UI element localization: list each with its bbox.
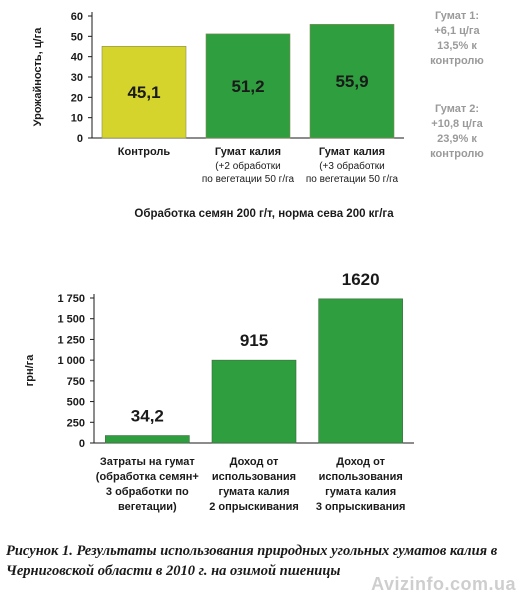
y-tick-label: 1 750 [57, 293, 85, 305]
y-tick-label: 0 [79, 438, 85, 450]
bar [211, 359, 297, 444]
x-category-sublabel: (+3 обработки [319, 160, 385, 172]
annotation-line: 13,5% к [437, 40, 477, 52]
annotation-line: +6,1 ц/га [434, 25, 480, 37]
x-category-label: 3 опрыскивания [316, 501, 406, 513]
bar [105, 435, 190, 444]
x-category-label: гумата калия [218, 486, 289, 498]
annotation-line: контролю [430, 55, 484, 67]
bar-value-label: 1620 [342, 270, 380, 289]
annotation-line: +10,8 ц/га [431, 118, 483, 130]
y-tick-label: 40 [71, 52, 83, 64]
y-tick-label: 1 000 [57, 355, 85, 367]
bar-value-label: 55,9 [335, 72, 368, 91]
x-category-label: использования [319, 471, 403, 483]
bar-value-label: 34,2 [131, 407, 164, 426]
y-tick-label: 250 [67, 417, 85, 429]
bar-value-label: 45,1 [127, 83, 160, 102]
y-tick-label: 1 250 [57, 334, 85, 346]
x-category-sublabel: (+2 обработки [215, 160, 281, 172]
annotation-line: Гумат 1: [435, 10, 479, 22]
y-axis-title: грн/га [24, 354, 36, 387]
x-category-label: Контроль [118, 146, 171, 158]
x-category-label: Доход от [336, 456, 385, 468]
y-tick-label: 20 [71, 92, 83, 104]
annotation-line: контролю [430, 148, 484, 160]
x-category-label: использования [212, 471, 296, 483]
x-category-label: Гумат калия [215, 146, 281, 158]
x-category-label: 3 обработки по [106, 486, 189, 498]
y-tick-label: 50 [71, 31, 83, 43]
annotation-line: Гумат 2: [435, 103, 479, 115]
bar [101, 45, 187, 139]
y-tick-label: 1 500 [57, 314, 85, 326]
y-tick-label: 500 [67, 397, 85, 409]
y-tick-label: 0 [77, 133, 83, 145]
x-category-label: гумата калия [325, 486, 396, 498]
bar [318, 298, 403, 444]
bar [309, 24, 395, 139]
yield-chart: 0 10 20 30 40 50 60 Урожайность, ц/га 45,1 Контро… [32, 10, 484, 220]
x-category-label: 2 опрыскивания [209, 501, 299, 513]
x-category-label: Доход от [230, 456, 279, 468]
income-chart: 0 250 500 750 1 000 1 250 1 500 1 750 грн/га 34,2… [24, 270, 414, 513]
x-category-label: вегетации) [118, 501, 177, 513]
x-category-label: Затраты на гумат [100, 456, 196, 468]
figure-caption: Рисунок 1. Результаты использования прир… [6, 543, 498, 579]
bar-value-label: 51,2 [231, 77, 264, 96]
x-category-label: Гумат калия [319, 146, 385, 158]
x-category-sublabel: по вегетации 50 г/га [306, 174, 399, 185]
watermark: Avizinfo.com.ua [371, 574, 516, 594]
y-tick-label: 10 [71, 113, 83, 125]
y-axis-title: Урожайность, ц/га [32, 27, 44, 127]
bar [205, 33, 291, 139]
y-tick-label: 750 [67, 376, 85, 388]
annotation-line: 23,9% к [437, 133, 477, 145]
y-tick-label: 30 [71, 72, 83, 84]
x-category-label: (обработка семян+ [96, 471, 199, 483]
y-tick-label: 60 [71, 11, 83, 23]
bar-value-label: 915 [240, 331, 268, 350]
x-axis-title: Обработка семян 200 г/т, норма сева 200 … [134, 208, 394, 220]
x-category-sublabel: по вегетации 50 г/га [202, 174, 295, 185]
